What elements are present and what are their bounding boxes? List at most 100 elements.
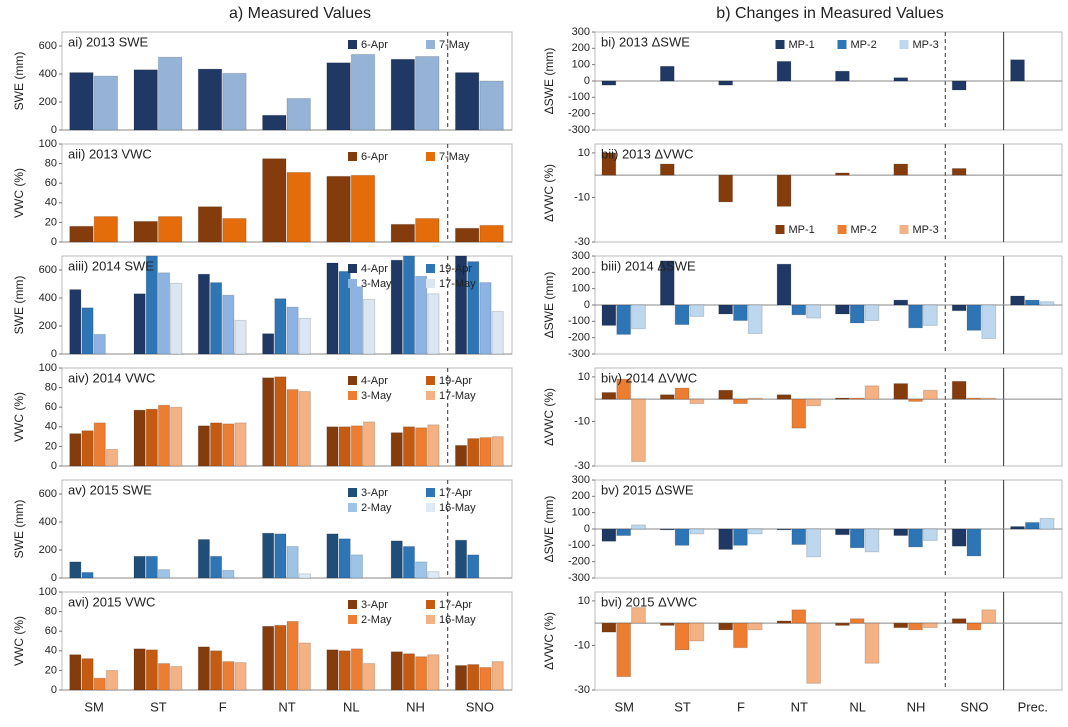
plot-frame <box>594 367 1063 467</box>
bar <box>427 293 440 355</box>
bar <box>222 217 247 243</box>
x-tick-label: NL <box>343 699 360 714</box>
y-axis-label: ΔSWE (mm) <box>542 272 556 339</box>
bar <box>616 378 632 400</box>
bar <box>689 398 705 405</box>
legend-swatch <box>348 600 357 609</box>
bar <box>951 304 967 312</box>
bar <box>133 293 146 355</box>
bar <box>338 426 351 467</box>
panel-title: ai) 2013 SWE <box>68 34 149 49</box>
bar <box>922 389 938 400</box>
bar <box>747 397 763 400</box>
bar <box>222 294 235 355</box>
y-tick-label: -100 <box>568 539 590 551</box>
bar <box>222 72 247 131</box>
y-tick-label: 0 <box>51 572 57 584</box>
bar <box>69 654 82 691</box>
bar <box>864 528 880 553</box>
bar <box>849 397 865 400</box>
bar <box>467 261 480 355</box>
bar <box>262 625 275 691</box>
bar <box>893 528 909 537</box>
bar <box>210 650 223 691</box>
y-tick-label: 10 <box>578 371 590 383</box>
legend-label: MP-3 <box>913 39 939 51</box>
legend-swatch <box>426 615 435 624</box>
legend-swatch <box>426 391 435 400</box>
bar <box>145 649 158 691</box>
bar <box>616 528 632 537</box>
bar <box>674 528 690 546</box>
y-tick-label: 100 <box>39 586 57 598</box>
x-tick-label: NH <box>406 699 425 714</box>
bar <box>133 409 146 467</box>
bar <box>835 172 850 176</box>
bar <box>415 656 428 691</box>
bar <box>479 666 492 691</box>
legend-swatch <box>348 391 357 400</box>
bar <box>747 528 763 535</box>
bar <box>981 397 997 400</box>
legend-label: 4-Apr <box>361 263 388 275</box>
y-tick-label: 600 <box>39 488 57 500</box>
bar <box>835 528 850 536</box>
legend-label: 17-Apr <box>439 599 472 611</box>
x-tick-label: NH <box>907 699 926 714</box>
y-tick-label: -10 <box>574 639 590 651</box>
bar <box>415 561 428 579</box>
y-tick-label: 200 <box>572 266 590 278</box>
bar <box>659 260 675 306</box>
bar <box>274 376 287 467</box>
y-tick-label: 400 <box>39 516 57 528</box>
bar <box>689 622 705 642</box>
y-tick-label: 20 <box>45 664 57 676</box>
legend-swatch <box>348 264 357 273</box>
column-title: a) Measured Values <box>229 5 371 22</box>
bar <box>922 622 938 629</box>
legend-swatch <box>426 376 435 385</box>
legend-label: 17-May <box>439 278 476 290</box>
bar <box>145 408 158 467</box>
bar <box>326 175 351 243</box>
bar <box>733 304 748 322</box>
bar <box>849 528 865 549</box>
y-axis-label: VWC (%) <box>12 168 26 218</box>
panel-title: bvi) 2015 ΔVWC <box>601 594 697 609</box>
bar <box>659 528 675 531</box>
bar <box>791 528 807 546</box>
legend-label: MP-2 <box>851 224 877 236</box>
y-tick-label: -30 <box>574 460 590 472</box>
bar <box>210 282 223 355</box>
bar <box>415 56 440 131</box>
bar <box>326 62 351 131</box>
y-tick-label: 300 <box>572 474 590 486</box>
bar <box>631 607 646 624</box>
bar <box>133 555 146 579</box>
bar <box>689 528 705 535</box>
y-tick-label: -30 <box>574 236 590 248</box>
bar <box>893 383 909 400</box>
bar <box>835 622 850 626</box>
bar <box>157 216 183 243</box>
bar <box>733 398 748 405</box>
panel-title: biv) 2014 ΔVWC <box>601 370 697 385</box>
legend-label: 3-May <box>361 390 392 402</box>
bar <box>659 394 675 400</box>
bar <box>893 622 909 629</box>
bar <box>747 622 763 631</box>
legend-swatch <box>426 488 435 497</box>
bar <box>197 425 211 467</box>
bar <box>849 304 865 324</box>
bar <box>908 528 923 548</box>
bar <box>326 262 339 355</box>
legend-swatch <box>348 488 357 497</box>
bar <box>776 263 792 306</box>
bar <box>222 569 235 579</box>
legend-swatch <box>426 503 435 512</box>
bar <box>966 528 982 557</box>
y-tick-label: 100 <box>39 362 57 374</box>
legend-label: 6-Apr <box>361 151 388 163</box>
y-tick-label: 400 <box>39 292 57 304</box>
